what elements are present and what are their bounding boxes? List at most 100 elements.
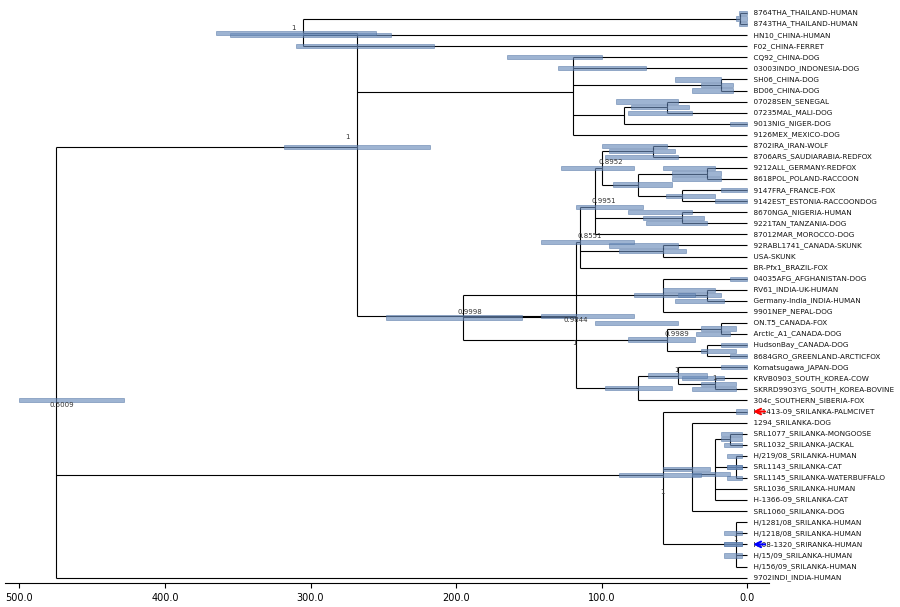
FancyBboxPatch shape xyxy=(628,337,695,342)
FancyBboxPatch shape xyxy=(739,11,748,15)
Text: 0.5009: 0.5009 xyxy=(50,402,75,409)
FancyBboxPatch shape xyxy=(230,33,391,37)
FancyBboxPatch shape xyxy=(736,16,748,21)
FancyBboxPatch shape xyxy=(724,542,742,546)
FancyBboxPatch shape xyxy=(541,240,634,244)
Text: 1: 1 xyxy=(292,25,296,31)
Text: 87012MAR_MOROCCO-DOG: 87012MAR_MOROCCO-DOG xyxy=(749,231,854,238)
FancyBboxPatch shape xyxy=(701,348,736,353)
Text: H-08-1320_SRIRANKA-HUMAN: H-08-1320_SRIRANKA-HUMAN xyxy=(749,541,862,548)
FancyBboxPatch shape xyxy=(692,89,733,93)
Text: SRL1145_SRILANKA-WATERBUFFALO: SRL1145_SRILANKA-WATERBUFFALO xyxy=(749,475,885,481)
FancyBboxPatch shape xyxy=(19,398,124,402)
Text: 0.8952: 0.8952 xyxy=(598,160,624,166)
FancyBboxPatch shape xyxy=(619,473,701,477)
Text: 9221TAN_TANZANIA-DOG: 9221TAN_TANZANIA-DOG xyxy=(749,220,846,227)
Text: H/15/09_SRILANKA-HUMAN: H/15/09_SRILANKA-HUMAN xyxy=(749,552,852,559)
Text: 8743THA_THAILAND-HUMAN: 8743THA_THAILAND-HUMAN xyxy=(749,21,858,27)
Text: SRL1077_SRILANKA-MONGOOSE: SRL1077_SRILANKA-MONGOOSE xyxy=(749,430,871,437)
FancyBboxPatch shape xyxy=(663,288,716,292)
Text: BR-Pfx1_BRAZIL-FOX: BR-Pfx1_BRAZIL-FOX xyxy=(749,264,828,271)
Text: 9147FRA_FRANCE-FOX: 9147FRA_FRANCE-FOX xyxy=(749,187,835,194)
FancyBboxPatch shape xyxy=(296,44,435,49)
Text: 03003INDO_INDONESIA-DOG: 03003INDO_INDONESIA-DOG xyxy=(749,65,860,72)
FancyBboxPatch shape xyxy=(643,215,704,220)
Text: CQ92_CHINA-DOG: CQ92_CHINA-DOG xyxy=(749,54,819,61)
Text: H-1366-09_SRILANKA-CAT: H-1366-09_SRILANKA-CAT xyxy=(749,497,848,503)
Text: 9212ALL_GERMANY-REDFOX: 9212ALL_GERMANY-REDFOX xyxy=(749,164,856,171)
FancyBboxPatch shape xyxy=(701,382,736,386)
Text: 8618POL_POLAND-RACCOON: 8618POL_POLAND-RACCOON xyxy=(749,175,859,183)
Text: H/1218/08_SRILANKA-HUMAN: H/1218/08_SRILANKA-HUMAN xyxy=(749,530,861,537)
FancyBboxPatch shape xyxy=(727,465,742,469)
FancyBboxPatch shape xyxy=(628,110,692,115)
FancyBboxPatch shape xyxy=(663,166,716,170)
Text: HudsonBay_CANADA-DOG: HudsonBay_CANADA-DOG xyxy=(749,342,849,348)
FancyBboxPatch shape xyxy=(730,354,748,358)
FancyBboxPatch shape xyxy=(692,472,730,476)
Text: 07235MAL_MALI-DOG: 07235MAL_MALI-DOG xyxy=(749,109,832,116)
FancyBboxPatch shape xyxy=(724,531,742,535)
Text: HN10_CHINA-HUMAN: HN10_CHINA-HUMAN xyxy=(749,32,831,38)
FancyBboxPatch shape xyxy=(631,105,689,109)
FancyBboxPatch shape xyxy=(648,373,706,378)
FancyBboxPatch shape xyxy=(682,376,725,381)
FancyBboxPatch shape xyxy=(721,432,742,436)
Text: KRVB0903_SOUTH_KOREA-COW: KRVB0903_SOUTH_KOREA-COW xyxy=(749,375,868,382)
FancyBboxPatch shape xyxy=(614,183,671,187)
FancyBboxPatch shape xyxy=(692,387,736,392)
FancyBboxPatch shape xyxy=(727,453,742,458)
Text: Germany-India_INDIA-HUMAN: Germany-India_INDIA-HUMAN xyxy=(749,297,860,304)
Text: 8684GRO_GREENLAND-ARCTICFOX: 8684GRO_GREENLAND-ARCTICFOX xyxy=(749,353,880,359)
Text: 07028SEN_SENEGAL: 07028SEN_SENEGAL xyxy=(749,98,829,105)
Text: 9901NEP_NEPAL-DOG: 9901NEP_NEPAL-DOG xyxy=(749,308,832,315)
Text: 0.9989: 0.9989 xyxy=(664,331,689,337)
FancyBboxPatch shape xyxy=(721,343,748,347)
Text: RV61_INDIA-UK-HUMAN: RV61_INDIA-UK-HUMAN xyxy=(749,287,838,293)
Text: H/219/08_SRILANKA-HUMAN: H/219/08_SRILANKA-HUMAN xyxy=(749,452,857,459)
FancyBboxPatch shape xyxy=(671,171,721,175)
FancyBboxPatch shape xyxy=(675,299,724,303)
Text: 9013NIG_NIGER-DOG: 9013NIG_NIGER-DOG xyxy=(749,120,831,127)
Text: SRL1032_SRILANKA-JACKAL: SRL1032_SRILANKA-JACKAL xyxy=(749,441,853,448)
FancyBboxPatch shape xyxy=(541,314,634,318)
FancyBboxPatch shape xyxy=(628,210,692,214)
FancyBboxPatch shape xyxy=(716,199,748,203)
Text: 304c_SOUTHERN_SIBERIA-FOX: 304c_SOUTHERN_SIBERIA-FOX xyxy=(749,397,864,404)
FancyBboxPatch shape xyxy=(721,188,748,192)
Text: F02_CHINA-FERRET: F02_CHINA-FERRET xyxy=(749,43,824,50)
FancyBboxPatch shape xyxy=(663,467,709,471)
Text: SKRRD9903YG_SOUTH_KOREA-BOVINE: SKRRD9903YG_SOUTH_KOREA-BOVINE xyxy=(749,386,894,393)
FancyBboxPatch shape xyxy=(701,83,733,87)
FancyBboxPatch shape xyxy=(508,55,602,59)
Text: 9142EST_ESTONIA-RACCOONDOG: 9142EST_ESTONIA-RACCOONDOG xyxy=(749,198,877,205)
Text: 1: 1 xyxy=(675,367,680,373)
FancyBboxPatch shape xyxy=(558,66,645,70)
FancyBboxPatch shape xyxy=(724,443,742,447)
FancyBboxPatch shape xyxy=(724,542,742,546)
FancyBboxPatch shape xyxy=(678,293,721,297)
FancyBboxPatch shape xyxy=(666,194,716,198)
Text: 9126MEX_MEXICO-DOG: 9126MEX_MEXICO-DOG xyxy=(749,131,840,138)
Text: 8670NGA_NIGERIA-HUMAN: 8670NGA_NIGERIA-HUMAN xyxy=(749,209,851,215)
Text: 8702IRA_IRAN-WOLF: 8702IRA_IRAN-WOLF xyxy=(749,143,828,149)
FancyBboxPatch shape xyxy=(675,77,721,81)
FancyBboxPatch shape xyxy=(721,365,748,369)
FancyBboxPatch shape xyxy=(616,100,678,104)
Text: 1294_SRILANKA-DOG: 1294_SRILANKA-DOG xyxy=(749,419,831,426)
FancyBboxPatch shape xyxy=(605,386,671,390)
FancyBboxPatch shape xyxy=(595,321,678,325)
Text: 8706ARS_SAUDIARABIA-REDFOX: 8706ARS_SAUDIARABIA-REDFOX xyxy=(749,154,872,160)
FancyBboxPatch shape xyxy=(216,31,376,35)
FancyBboxPatch shape xyxy=(576,205,643,209)
FancyBboxPatch shape xyxy=(602,144,668,148)
FancyBboxPatch shape xyxy=(721,437,742,441)
FancyBboxPatch shape xyxy=(739,22,748,26)
Text: Komatsugawa_JAPAN-DOG: Komatsugawa_JAPAN-DOG xyxy=(749,364,849,371)
Text: 0.9951: 0.9951 xyxy=(591,198,617,204)
Text: 8764THA_THAILAND-HUMAN: 8764THA_THAILAND-HUMAN xyxy=(749,10,858,16)
FancyBboxPatch shape xyxy=(730,121,748,126)
FancyBboxPatch shape xyxy=(727,465,742,469)
FancyBboxPatch shape xyxy=(605,155,678,159)
Text: 0.8551: 0.8551 xyxy=(577,233,601,239)
